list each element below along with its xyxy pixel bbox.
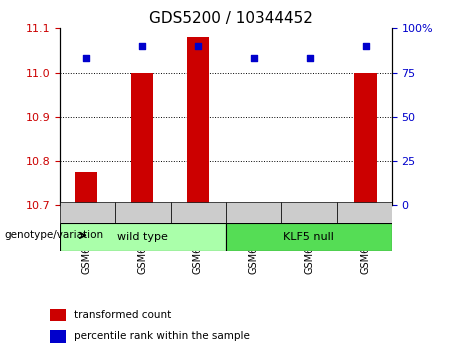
Bar <box>75 172 97 205</box>
Point <box>138 43 146 49</box>
FancyBboxPatch shape <box>226 223 392 251</box>
FancyBboxPatch shape <box>60 202 115 223</box>
FancyBboxPatch shape <box>115 202 171 223</box>
Point <box>83 56 90 61</box>
Bar <box>299 204 321 205</box>
Bar <box>131 73 153 205</box>
Text: transformed count: transformed count <box>74 310 171 320</box>
FancyBboxPatch shape <box>281 202 337 223</box>
Text: wild type: wild type <box>118 232 168 242</box>
Bar <box>187 37 209 205</box>
Point <box>306 56 313 61</box>
Text: genotype/variation: genotype/variation <box>5 230 104 240</box>
Point <box>194 43 201 49</box>
Point <box>250 56 258 61</box>
Bar <box>242 203 265 205</box>
Bar <box>50 330 65 343</box>
Bar <box>50 309 65 321</box>
Bar <box>355 73 377 205</box>
FancyBboxPatch shape <box>171 202 226 223</box>
Text: GDS5200 / 10344452: GDS5200 / 10344452 <box>148 11 313 25</box>
Text: KLF5 null: KLF5 null <box>284 232 334 242</box>
Text: percentile rank within the sample: percentile rank within the sample <box>74 331 249 341</box>
FancyBboxPatch shape <box>226 202 281 223</box>
FancyBboxPatch shape <box>337 202 392 223</box>
FancyBboxPatch shape <box>60 223 226 251</box>
Point <box>362 43 369 49</box>
